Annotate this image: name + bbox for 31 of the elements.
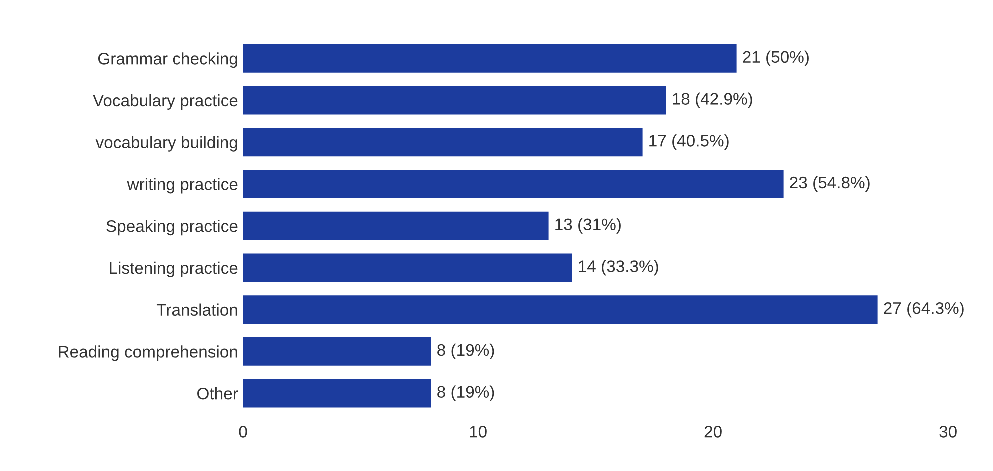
y-tick-label: Vocabulary practice <box>93 94 238 110</box>
bar <box>243 212 549 240</box>
bar <box>243 44 737 73</box>
y-tick-label: Other <box>198 388 238 400</box>
bar <box>243 254 572 282</box>
data-label: 14 (33.3%) <box>579 260 658 276</box>
data-label: 23 (54.8%) <box>790 176 870 192</box>
y-tick-label: Speaking practice <box>106 220 238 236</box>
bar <box>243 379 432 408</box>
bar <box>243 86 666 115</box>
x-tick-label: 0 <box>239 426 248 438</box>
bar <box>243 337 432 366</box>
data-label: 8 (19%) <box>438 344 494 360</box>
x-tick-label: 20 <box>704 426 722 438</box>
data-label: 18 (42.9%) <box>673 92 752 108</box>
data-label: 21 (50%) <box>743 50 809 66</box>
data-label: 17 (40.5%) <box>650 134 729 150</box>
y-tick-label: Reading comprehension <box>59 346 238 362</box>
bar <box>243 296 878 324</box>
bar <box>243 128 643 157</box>
bar <box>243 170 784 198</box>
x-tick-label: 10 <box>470 426 487 438</box>
data-label: 27 (64.3%) <box>884 302 964 318</box>
data-label: 13 (31%) <box>556 218 621 234</box>
y-tick-label: Listening practice <box>110 262 238 278</box>
data-label: 8 (19%) <box>438 386 494 402</box>
y-tick-label: writing practice <box>127 178 238 194</box>
y-tick-label: Translation <box>156 304 238 316</box>
x-tick-label: 30 <box>940 426 957 438</box>
y-tick-label: Grammar checking <box>98 52 238 68</box>
y-tick-label: vocabulary building <box>96 136 238 152</box>
